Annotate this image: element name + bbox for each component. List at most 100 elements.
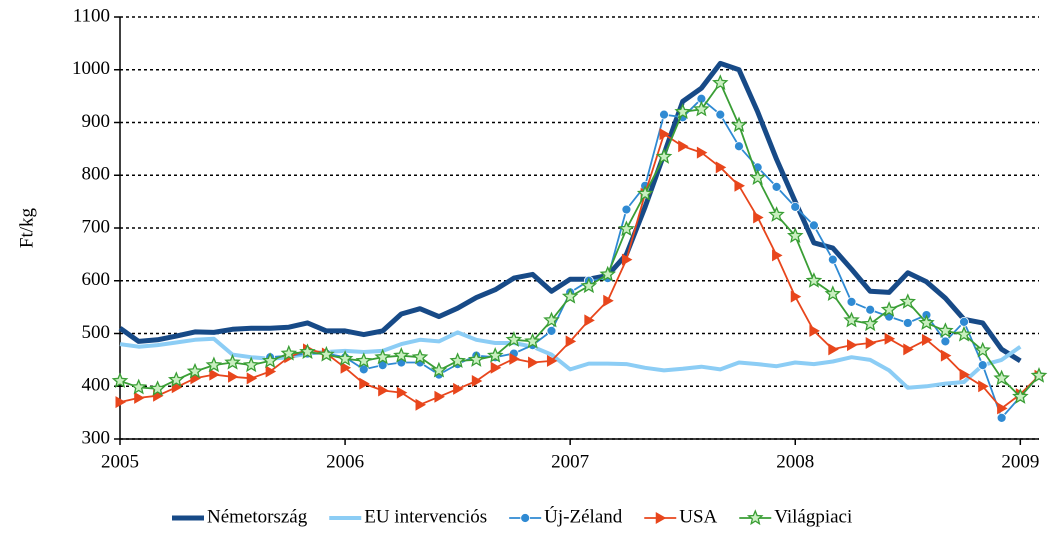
point bbox=[374, 348, 391, 365]
point bbox=[224, 353, 241, 370]
point bbox=[809, 324, 820, 337]
series-line bbox=[118, 60, 1022, 364]
point bbox=[167, 371, 185, 387]
point bbox=[746, 509, 764, 526]
legend-label: USA bbox=[679, 506, 717, 527]
point bbox=[490, 361, 502, 374]
point bbox=[336, 350, 354, 366]
point bbox=[827, 254, 838, 265]
point bbox=[467, 351, 485, 367]
point bbox=[378, 384, 389, 397]
y-tick-label: 300 bbox=[82, 427, 111, 448]
point bbox=[149, 380, 166, 397]
y-tick-label: 800 bbox=[82, 164, 111, 185]
point bbox=[636, 184, 654, 201]
point bbox=[130, 378, 147, 395]
point bbox=[978, 380, 989, 393]
point bbox=[937, 322, 954, 338]
series-line bbox=[119, 82, 1040, 398]
point bbox=[528, 356, 539, 369]
point bbox=[299, 343, 316, 359]
y-axis-label: Ft/kg bbox=[16, 207, 37, 248]
legend-label: EU intervenciós bbox=[364, 506, 487, 527]
point bbox=[524, 332, 541, 349]
point bbox=[209, 368, 220, 381]
point bbox=[768, 206, 785, 222]
point bbox=[318, 345, 335, 362]
point bbox=[603, 294, 614, 307]
point bbox=[621, 253, 633, 266]
point bbox=[880, 301, 898, 317]
point bbox=[1030, 367, 1048, 383]
point bbox=[546, 325, 557, 336]
point bbox=[715, 109, 726, 120]
point bbox=[265, 365, 277, 378]
point bbox=[430, 361, 448, 378]
point bbox=[453, 382, 464, 395]
point bbox=[261, 352, 279, 368]
x-tick-label: 2009 bbox=[1001, 451, 1039, 472]
point bbox=[561, 287, 579, 304]
point bbox=[843, 311, 860, 328]
point bbox=[847, 339, 858, 352]
point bbox=[621, 204, 632, 215]
point bbox=[902, 318, 913, 328]
point bbox=[918, 314, 935, 330]
point bbox=[959, 368, 971, 381]
point bbox=[599, 265, 617, 282]
point bbox=[678, 140, 689, 153]
point bbox=[584, 314, 595, 327]
point bbox=[359, 377, 370, 390]
point bbox=[772, 249, 783, 262]
x-tick-label: 2006 bbox=[326, 451, 364, 472]
point bbox=[509, 352, 520, 365]
point bbox=[505, 331, 523, 347]
point bbox=[809, 220, 819, 231]
point bbox=[993, 369, 1010, 386]
point bbox=[771, 181, 782, 192]
point bbox=[228, 370, 239, 383]
point bbox=[246, 372, 258, 385]
point bbox=[977, 360, 988, 371]
point bbox=[753, 211, 764, 224]
point bbox=[396, 386, 408, 399]
point bbox=[824, 285, 842, 301]
point bbox=[659, 128, 671, 141]
point bbox=[1012, 388, 1029, 404]
point bbox=[711, 74, 729, 90]
point bbox=[186, 362, 204, 379]
y-tick-label: 900 bbox=[82, 111, 111, 132]
point bbox=[861, 315, 879, 332]
point bbox=[565, 335, 577, 348]
y-tick-label: 700 bbox=[82, 216, 111, 237]
point bbox=[434, 390, 445, 403]
point bbox=[734, 141, 744, 152]
point bbox=[487, 347, 504, 363]
point bbox=[921, 333, 933, 346]
point bbox=[243, 356, 260, 373]
point bbox=[115, 396, 126, 409]
point bbox=[940, 336, 951, 347]
point bbox=[955, 325, 973, 342]
point bbox=[134, 391, 145, 404]
legend-label: Világpiaci bbox=[774, 506, 852, 527]
point bbox=[546, 354, 558, 367]
point bbox=[790, 290, 802, 303]
y-tick-label: 400 bbox=[82, 375, 111, 396]
point bbox=[865, 304, 876, 315]
point bbox=[205, 356, 223, 373]
point bbox=[828, 343, 839, 356]
point bbox=[280, 344, 298, 361]
point bbox=[340, 361, 352, 374]
point bbox=[974, 341, 991, 358]
y-tick-label: 1100 bbox=[73, 5, 110, 26]
point bbox=[790, 201, 801, 212]
legend-label: Új-Zéland bbox=[544, 505, 623, 527]
y-tick-label: 600 bbox=[82, 269, 111, 290]
point bbox=[471, 374, 483, 387]
point bbox=[730, 116, 748, 133]
point bbox=[693, 100, 710, 117]
point bbox=[749, 169, 766, 186]
point bbox=[696, 146, 708, 159]
